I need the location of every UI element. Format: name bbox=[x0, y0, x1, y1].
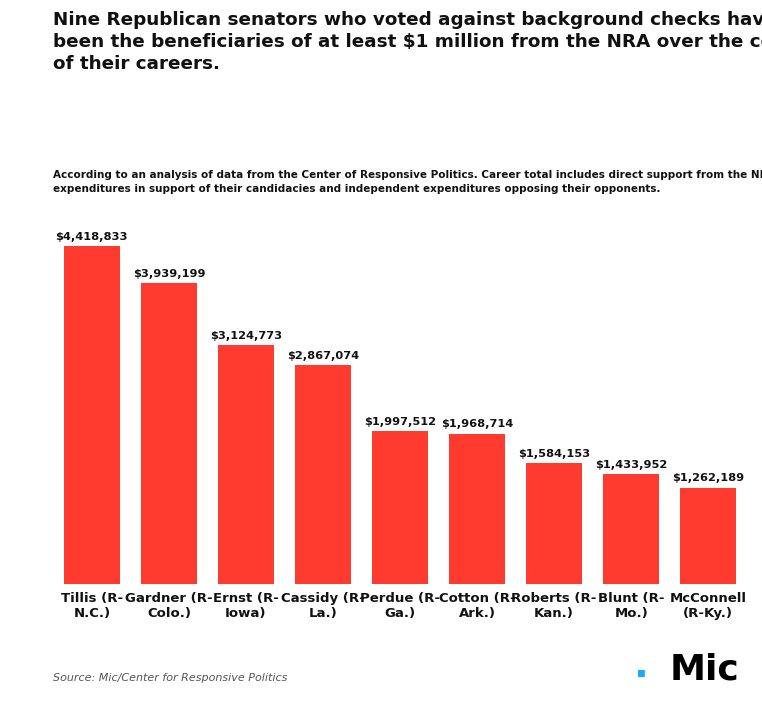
Bar bbox=[295, 365, 351, 584]
Text: $1,584,153: $1,584,153 bbox=[518, 449, 591, 459]
Text: According to an analysis of data from the Center of Responsive Politics. Career : According to an analysis of data from th… bbox=[53, 170, 762, 193]
Text: $4,418,833: $4,418,833 bbox=[56, 232, 128, 242]
Text: $1,968,714: $1,968,714 bbox=[441, 419, 514, 429]
Text: $1,262,189: $1,262,189 bbox=[672, 474, 744, 484]
Bar bbox=[373, 431, 427, 584]
Bar bbox=[527, 463, 582, 584]
Bar bbox=[680, 488, 736, 584]
Text: .: . bbox=[634, 647, 649, 685]
Text: $3,124,773: $3,124,773 bbox=[210, 331, 282, 341]
Bar bbox=[604, 474, 659, 584]
Text: Nine Republican senators who voted against background checks have
been the benef: Nine Republican senators who voted again… bbox=[53, 11, 762, 73]
Bar bbox=[141, 283, 197, 584]
Bar bbox=[64, 246, 120, 584]
Text: $3,939,199: $3,939,199 bbox=[133, 269, 205, 279]
Text: $1,997,512: $1,997,512 bbox=[364, 417, 436, 427]
Text: Mic: Mic bbox=[669, 653, 739, 687]
Text: $1,433,952: $1,433,952 bbox=[595, 460, 668, 470]
Text: $2,867,074: $2,867,074 bbox=[287, 350, 359, 360]
Bar bbox=[450, 433, 505, 584]
Bar bbox=[218, 346, 274, 584]
Text: Source: Mic/Center for Responsive Politics: Source: Mic/Center for Responsive Politi… bbox=[53, 673, 288, 683]
